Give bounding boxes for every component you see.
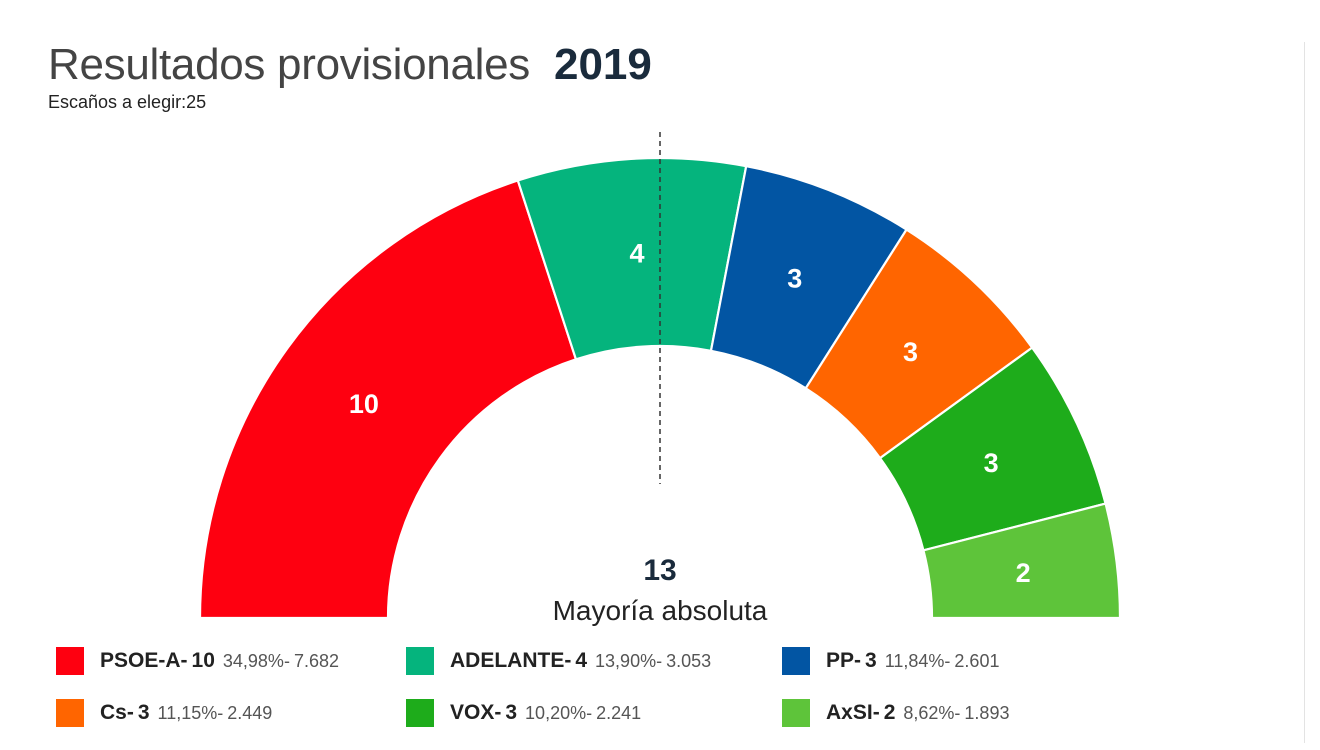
legend-swatch	[782, 699, 810, 727]
legend-seats: 3	[505, 701, 518, 724]
legend-dash: -	[944, 650, 951, 671]
chart-title: Resultados provisionales	[48, 40, 530, 89]
legend-item-adelante: ADELANTE - 4 13,90% - 3.053	[406, 647, 782, 675]
chart-year: 2019	[553, 40, 652, 89]
legend-dash: -	[954, 702, 961, 723]
legend-votes: 2.449	[227, 702, 273, 723]
legend-dash: -	[217, 702, 224, 723]
legend-swatch	[782, 647, 810, 675]
legend-row: PSOE-A - 10 34,98% - 7.682 ADELANTE - 4 13,90%…	[56, 646, 1296, 676]
seat-label-psoe-a: 10	[349, 389, 379, 419]
legend-separator: -	[854, 649, 862, 672]
legend-item-pp: PP - 3 11,84% - 2.601	[782, 647, 1062, 675]
legend-votes: 2.601	[954, 650, 1000, 671]
majority-label: Mayoría absoluta	[553, 595, 768, 626]
legend-separator: -	[126, 701, 134, 724]
seat-label-axsi: 2	[1016, 558, 1031, 588]
legend-percentage: 11,84%	[884, 650, 945, 671]
legend-party-name: PSOE-A	[100, 649, 181, 672]
legend-party-name: AxSI	[826, 701, 873, 724]
legend-percentage: 34,98%	[222, 650, 284, 671]
legend-seats: 10	[191, 649, 215, 672]
legend-swatch	[406, 647, 434, 675]
legend-row: Cs - 3 11,15% - 2.449 VOX - 3 10,20% - 2.241 AxS…	[56, 698, 1296, 728]
seat-labels: 10 4 3 3 3 2	[349, 239, 1031, 588]
majority-number: 13	[643, 554, 676, 587]
legend-swatch	[56, 647, 84, 675]
legend-separator: -	[872, 701, 880, 724]
legend-votes: 1.893	[964, 702, 1010, 723]
legend-votes: 3.053	[666, 650, 712, 671]
seats-to-elect: Escaños a elegir:25	[48, 92, 207, 112]
legend-separator: -	[564, 649, 572, 672]
legend-swatch	[406, 699, 434, 727]
legend-item-vox: VOX - 3 10,20% - 2.241	[406, 699, 782, 727]
seat-label-adelante: 4	[630, 239, 645, 269]
legend-item-cs: Cs - 3 11,15% - 2.449	[56, 699, 406, 727]
legend-party-name: PP	[826, 649, 855, 672]
legend-votes: 7.682	[293, 650, 339, 671]
legend-percentage: 8,62%	[903, 702, 955, 723]
legend-dash: -	[586, 702, 593, 723]
legend-separator: -	[180, 649, 188, 672]
seat-segments	[198, 156, 1122, 620]
legend-party-name: ADELANTE	[450, 649, 565, 672]
seat-label-cs: 3	[903, 337, 918, 367]
legend-votes: 2.241	[596, 702, 642, 723]
legend-party-name: VOX	[450, 701, 495, 724]
legend-dash: -	[283, 650, 290, 671]
legend-swatch	[56, 699, 84, 727]
right-border	[1304, 42, 1305, 743]
segment-axsi	[922, 502, 1122, 620]
legend-seats: 2	[883, 701, 896, 724]
legend-separator: -	[494, 701, 502, 724]
seat-label-pp: 3	[787, 264, 802, 294]
legend-party-name: Cs	[100, 701, 127, 724]
legend-percentage: 13,90%	[595, 650, 657, 671]
chart-header: Resultados provisionales 2019 Escaños a …	[48, 40, 652, 113]
seat-label-vox: 3	[984, 448, 999, 478]
legend-seats: 3	[137, 701, 150, 724]
legend-item-axsi: AxSI - 2 8,62% - 1.893	[782, 699, 1062, 727]
parliament-chart: 10 4 3 3 3 2 13 Mayoría absoluta	[198, 132, 1122, 626]
legend-dash: -	[656, 650, 663, 671]
legend-seats: 3	[865, 649, 877, 672]
legend-item-psoe-a: PSOE-A - 10 34,98% - 7.682	[56, 647, 406, 675]
legend: PSOE-A - 10 34,98% - 7.682 ADELANTE - 4 13,90%…	[56, 646, 1296, 750]
legend-percentage: 11,15%	[157, 702, 218, 723]
legend-seats: 4	[575, 649, 588, 672]
legend-percentage: 10,20%	[525, 702, 587, 723]
segment-psoe-a	[198, 179, 578, 620]
